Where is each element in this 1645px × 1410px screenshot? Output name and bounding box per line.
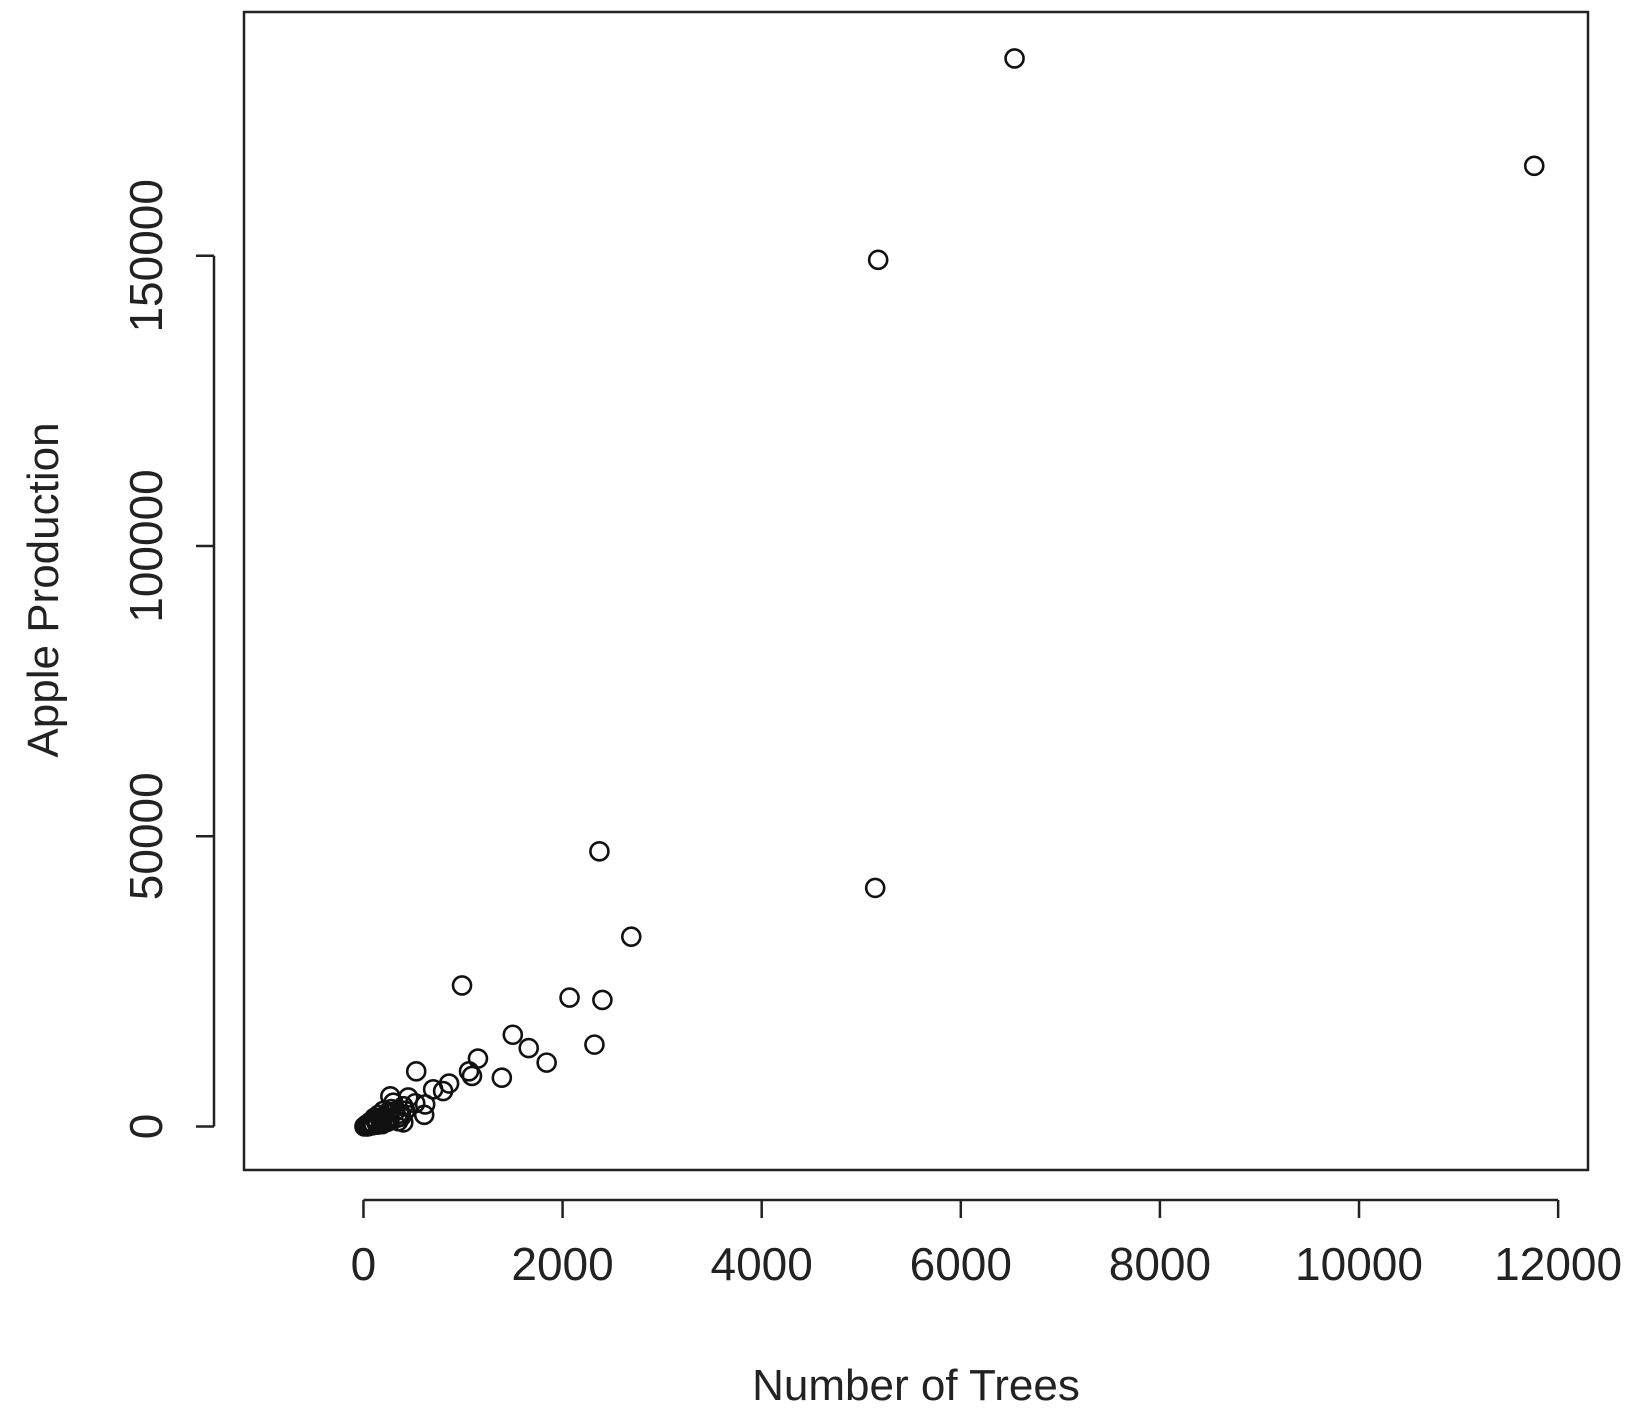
data-point [414, 1094, 436, 1115]
x-axis-title: Number of Trees [752, 1361, 1080, 1410]
data-point [589, 841, 610, 862]
data-point [1004, 48, 1025, 69]
y-tick-label: 50000 [120, 772, 172, 900]
x-tick-label: 12000 [1494, 1238, 1622, 1290]
x-tick-label: 6000 [910, 1238, 1012, 1290]
y-axis-title: Apple Production [19, 422, 68, 757]
data-point [385, 1101, 406, 1122]
data-point [518, 1037, 540, 1059]
y-axis: 0 50000 100000 150000 [120, 179, 216, 1140]
y-tick-label: 150000 [120, 179, 172, 333]
data-point [536, 1052, 557, 1073]
x-axis: 0 2000 4000 6000 8000 10000 12000 [351, 1198, 1622, 1290]
x-tick-label: 2000 [511, 1238, 613, 1290]
data-point [1523, 155, 1545, 177]
plot-frame [242, 10, 1590, 1172]
x-tick-label: 4000 [711, 1238, 813, 1290]
data-point [388, 1110, 409, 1132]
data-point [502, 1024, 524, 1046]
data-point [461, 1065, 483, 1087]
data-point [559, 987, 580, 1008]
data-points-layer [354, 48, 1545, 1137]
data-point [592, 989, 613, 1011]
data-point [390, 1106, 412, 1127]
data-point [467, 1048, 489, 1069]
y-tick-label: 0 [120, 1114, 172, 1140]
data-point [405, 1061, 427, 1082]
data-point [867, 249, 889, 271]
data-point [413, 1104, 435, 1126]
data-point [584, 1034, 605, 1055]
data-point [451, 975, 473, 996]
data-point [864, 877, 886, 899]
x-tick-label: 0 [351, 1238, 377, 1290]
data-point [458, 1061, 480, 1082]
data-point [620, 926, 642, 947]
data-point [432, 1080, 454, 1102]
data-point [491, 1067, 513, 1089]
x-tick-label: 10000 [1295, 1238, 1423, 1290]
x-tick-label: 8000 [1109, 1238, 1211, 1290]
y-tick-label: 100000 [120, 469, 172, 623]
